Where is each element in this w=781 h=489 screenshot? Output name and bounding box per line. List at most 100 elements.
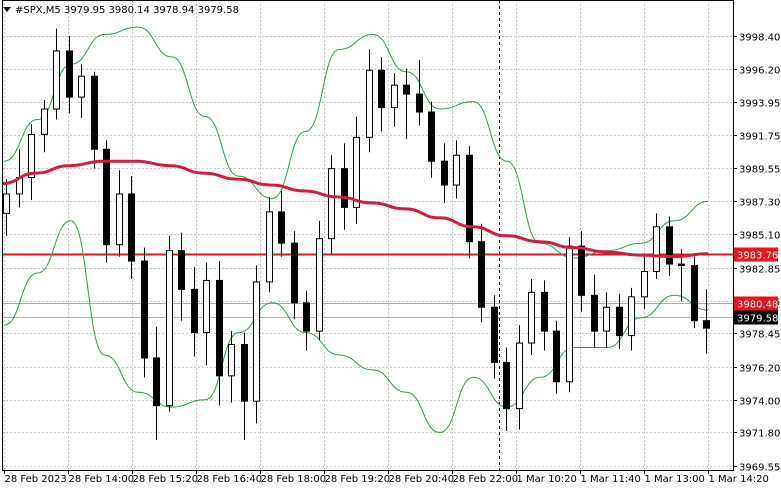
candle bbox=[391, 73, 398, 127]
bull-candle-body bbox=[328, 168, 335, 240]
bear-candle-body bbox=[66, 50, 73, 98]
last-price-tag: 3979.58 bbox=[734, 310, 778, 325]
moving-average-line bbox=[1, 159, 709, 259]
bear-candle-body bbox=[441, 160, 448, 186]
candle bbox=[178, 232, 185, 321]
candle bbox=[603, 292, 610, 348]
x-tick-label: 28 Feb 15:20 bbox=[133, 474, 199, 485]
bear-candle-body bbox=[278, 211, 285, 244]
bear-candle-body bbox=[691, 265, 698, 322]
candle bbox=[453, 140, 460, 199]
bull-candle-body bbox=[166, 250, 173, 407]
candle bbox=[278, 191, 285, 257]
candle bbox=[103, 140, 110, 263]
bull-candle-body bbox=[641, 270, 648, 298]
candle bbox=[441, 143, 448, 203]
candle bbox=[466, 146, 473, 259]
candle bbox=[591, 274, 598, 348]
y-tick-label: 3976.20 bbox=[739, 364, 780, 375]
bear-candle-body bbox=[428, 111, 435, 162]
bear-candle-body bbox=[703, 320, 710, 329]
candle bbox=[153, 326, 160, 440]
bull-candle-body bbox=[53, 50, 60, 110]
candle bbox=[216, 261, 223, 406]
bear-candle-body bbox=[341, 168, 348, 208]
y-tick-label: 3985.10 bbox=[739, 231, 780, 242]
candle bbox=[41, 100, 48, 153]
bear-candle-body bbox=[478, 241, 485, 308]
bear-candle-body bbox=[678, 263, 685, 267]
candle bbox=[28, 123, 35, 200]
candles bbox=[3, 28, 710, 440]
resistance-price-tag: 3983.76 bbox=[734, 247, 778, 262]
candle bbox=[566, 237, 573, 393]
x-tick-label: 28 Feb 22:00 bbox=[453, 474, 519, 485]
orange-level-price-tag-label: 3980.48 bbox=[737, 300, 778, 311]
candle bbox=[3, 179, 10, 236]
y-tick-label: 3987.30 bbox=[739, 198, 780, 209]
candle bbox=[703, 289, 710, 354]
y-tick-label: 3969.55 bbox=[739, 463, 780, 474]
candle bbox=[553, 320, 560, 394]
bull-candle-body bbox=[316, 238, 323, 332]
moving-average bbox=[1, 159, 709, 259]
bull-candle-body bbox=[203, 279, 210, 334]
y-tick-label: 3989.55 bbox=[739, 165, 780, 176]
candle bbox=[191, 267, 198, 357]
candle bbox=[691, 256, 698, 329]
candle bbox=[416, 59, 423, 126]
y-tick-label: 3978.45 bbox=[739, 330, 780, 341]
collapse-arrow-icon[interactable] bbox=[3, 7, 11, 12]
bull-candle-body bbox=[603, 306, 610, 332]
candle bbox=[228, 331, 235, 403]
bull-candle-body bbox=[528, 291, 535, 344]
candle bbox=[128, 176, 135, 279]
bull-candle-body bbox=[516, 342, 523, 410]
bear-candle-body bbox=[541, 291, 548, 332]
candle bbox=[478, 223, 485, 323]
bollinger-bands bbox=[3, 26, 709, 434]
candle bbox=[328, 155, 335, 254]
x-tick-label: 28 Feb 16:40 bbox=[197, 474, 263, 485]
candle bbox=[303, 290, 310, 351]
candle bbox=[341, 143, 348, 230]
bull-candle-body bbox=[228, 344, 235, 377]
bull-candle-body bbox=[253, 281, 260, 402]
bull-candle-body bbox=[391, 84, 398, 109]
x-tick-label: 1 Mar 14:20 bbox=[709, 474, 769, 485]
y-tick-label: 3974.00 bbox=[739, 397, 780, 408]
bull-candle-body bbox=[41, 108, 48, 135]
resistance-price-tag-box bbox=[734, 247, 778, 262]
bull-candle-body bbox=[453, 154, 460, 186]
bull-candle-body bbox=[28, 133, 35, 179]
candle bbox=[66, 36, 73, 114]
bear-candle-body bbox=[403, 84, 410, 95]
candle bbox=[266, 196, 273, 293]
candle bbox=[316, 220, 323, 341]
candle bbox=[578, 231, 585, 312]
bull-candle-body bbox=[266, 211, 273, 283]
candle bbox=[116, 170, 123, 257]
bull-candle-body bbox=[366, 69, 373, 138]
bear-candle-body bbox=[466, 154, 473, 243]
candle bbox=[491, 295, 498, 379]
x-tick-label: 28 Feb 20:40 bbox=[389, 474, 455, 485]
bull-candle-body bbox=[653, 226, 660, 272]
bollinger-lower-line bbox=[3, 220, 709, 434]
candle bbox=[503, 347, 510, 431]
bull-candle-body bbox=[353, 136, 360, 208]
orange-level-price-tag: 3980.48 bbox=[734, 296, 778, 311]
bear-candle-body bbox=[666, 226, 673, 265]
candle bbox=[366, 49, 373, 153]
candle bbox=[378, 56, 385, 132]
x-tick-label: 28 Feb 2023 bbox=[5, 474, 67, 485]
x-tick-label: 1 Mar 11:40 bbox=[581, 474, 641, 485]
candle bbox=[291, 231, 298, 320]
candle bbox=[53, 28, 60, 120]
bull-candle-body bbox=[116, 193, 123, 246]
candle bbox=[166, 235, 173, 412]
bull-candle-body bbox=[566, 245, 573, 383]
bear-candle-body bbox=[553, 330, 560, 383]
